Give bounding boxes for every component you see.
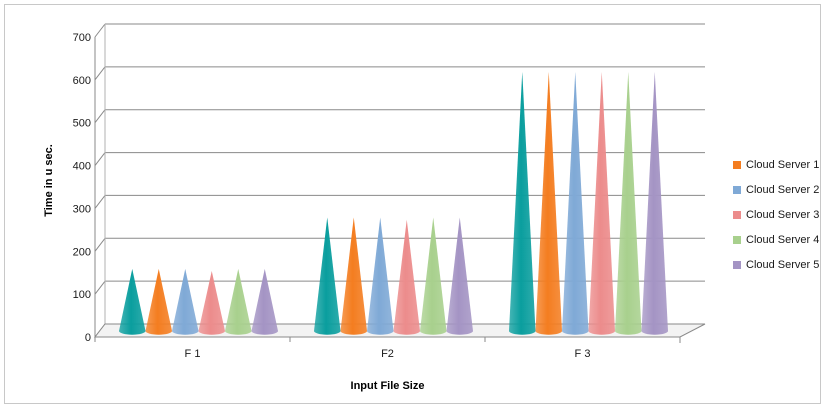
- y-tick-label: 200: [73, 246, 91, 258]
- cone-bar: [225, 268, 252, 335]
- y-tick-label: 500: [73, 118, 91, 130]
- cone-bar: [367, 217, 394, 335]
- x-tick-label: F 3: [575, 348, 591, 360]
- legend-item: Cloud Server 5: [733, 252, 823, 277]
- legend-swatch: [733, 160, 741, 169]
- cone-bar: [340, 217, 367, 335]
- cone-shape: [446, 217, 473, 335]
- cone-bar: [119, 268, 146, 335]
- legend-label: Cloud Server 1: [746, 158, 820, 171]
- cone-bar: [535, 71, 562, 335]
- legend-label: Cloud Server 5: [746, 258, 820, 271]
- x-tick-label: F 1: [185, 348, 201, 360]
- x-tick-labels: F 1 F2 F 3: [185, 348, 591, 360]
- cone-shape: [198, 271, 225, 335]
- legend-label: Cloud Server 2: [746, 183, 820, 196]
- cone-bar: [615, 71, 642, 335]
- legend-item: Cloud Server 3: [733, 202, 823, 227]
- cone-shape: [641, 71, 668, 335]
- gridline-diagonal: [94, 237, 106, 252]
- legend-swatch: [733, 260, 741, 269]
- cone-shape: [145, 268, 172, 335]
- cone-shape: [535, 71, 562, 335]
- cone-shape: [615, 71, 642, 335]
- legend: Cloud Server 1 Cloud Server 2 Cloud Server…: [733, 152, 823, 277]
- y-tick-label: 0: [85, 332, 91, 344]
- cone-shape: [509, 71, 536, 335]
- gridline-diagonal: [94, 23, 106, 38]
- cone-shape: [562, 71, 589, 335]
- gridline-diagonal: [94, 280, 106, 295]
- gridline-diagonal: [94, 66, 106, 81]
- cone-shape: [588, 71, 615, 335]
- y-tick-label: 700: [73, 32, 91, 44]
- cone-shape: [172, 268, 199, 335]
- cone-bar: [446, 217, 473, 335]
- y-tick-label: 600: [73, 75, 91, 87]
- y-tick-label: 300: [73, 203, 91, 215]
- legend-item: Cloud Server 2: [733, 177, 823, 202]
- cone-bar: [251, 268, 278, 335]
- x-tick-label: F2: [381, 348, 394, 360]
- cone-bar: [145, 268, 172, 335]
- y-tick-label: 400: [73, 161, 91, 173]
- legend-item: Cloud Server 1: [733, 152, 823, 177]
- legend-swatch: [733, 235, 741, 244]
- y-tick-label: 100: [73, 289, 91, 301]
- legend-swatch: [733, 210, 741, 219]
- cone-shape: [367, 217, 394, 335]
- gridline-diagonal: [94, 109, 106, 124]
- cone-shape: [119, 268, 146, 335]
- cone-bar: [172, 268, 199, 335]
- legend-item: Cloud Server 4: [733, 227, 823, 252]
- cone-bar: [588, 71, 615, 335]
- y-axis-title: Time in u sec.: [43, 144, 55, 217]
- cone-shape: [225, 268, 252, 335]
- legend-swatch: [733, 185, 741, 194]
- x-axis-title: Input File Size: [351, 380, 425, 392]
- cone-bar: [641, 71, 668, 335]
- cone-shape: [393, 219, 420, 335]
- cone-shape: [420, 217, 447, 335]
- cone-shape: [340, 217, 367, 335]
- cone-bar: [393, 219, 420, 335]
- cone-bar: [509, 71, 536, 335]
- cone-shape: [314, 217, 341, 335]
- cone-bar: [314, 217, 341, 335]
- gridline-diagonal: [94, 195, 106, 209]
- cone-bar: [198, 271, 225, 335]
- legend-label: Cloud Server 4: [746, 233, 820, 246]
- legend-label: Cloud Server 3: [746, 208, 820, 221]
- cone-shape: [251, 268, 278, 335]
- cone-bar: [562, 71, 589, 335]
- gridline-diagonal: [94, 152, 106, 166]
- y-tick-labels: 0 100 200 300 400 500 600 700: [73, 32, 91, 344]
- cone-bar: [420, 217, 447, 335]
- cone-bars: [119, 71, 668, 335]
